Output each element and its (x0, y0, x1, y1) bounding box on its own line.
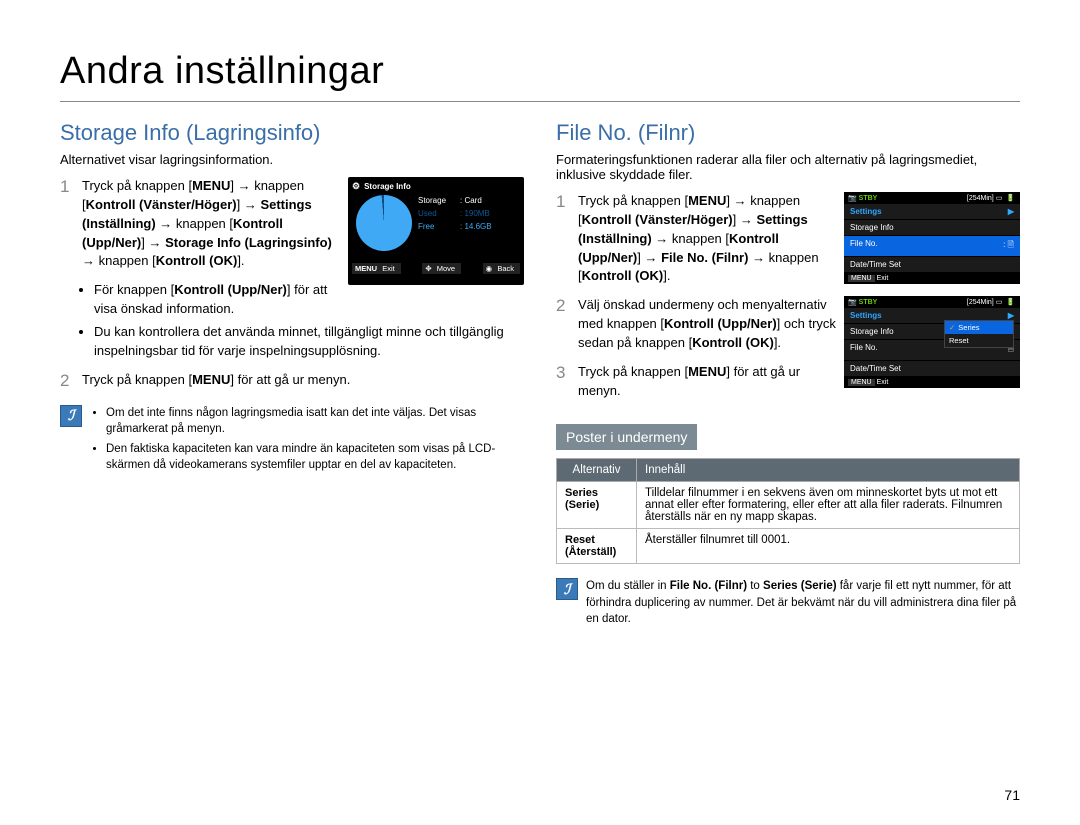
note-icon-2: ℐ (556, 578, 578, 600)
r-step-num-3: 3 (556, 363, 578, 401)
storage-intro: Alternativet visar lagringsinformation. (60, 152, 524, 167)
col-innehall: Innehåll (637, 459, 1020, 482)
exit-text: Exit (877, 275, 889, 282)
step-num-1: 1 (60, 177, 82, 271)
left-note: ℐ Om det inte finns någon lagringsmedia … (60, 405, 524, 477)
r-step-num-2: 2 (556, 296, 578, 353)
used-value: : 190MB (460, 209, 490, 218)
storage-label: Storage (418, 195, 460, 208)
file-no-heading: File No. (Filnr) (556, 120, 1020, 146)
file-no-item-2: File No. (850, 343, 878, 357)
menu-tag-2: MENU (848, 379, 875, 386)
storage-screen: Storage Info Storage: Card Used: 190MB F… (348, 177, 524, 285)
file-no-screen-1: 📷 STBY [254Min] ▭ 🔋 Settings▶ Storage In… (844, 192, 1020, 284)
content-columns: Storage Info (Lagringsinfo) Alternativet… (60, 120, 1020, 627)
r-step-2-body: Välj önskad undermeny och menyalternativ… (578, 296, 836, 353)
r-step-1: 1 Tryck på knappen [MENU] → knappen [Kon… (556, 192, 836, 286)
datetime-item: Date/Time Set (850, 260, 901, 269)
datetime-item-2: Date/Time Set (850, 364, 901, 373)
stby-label-2: STBY (859, 299, 878, 306)
step-2: 2 Tryck på knappen [MENU] för att gå ur … (60, 371, 524, 391)
note-list: Om det inte finns någon lagringsmedia is… (90, 405, 524, 477)
move-label: Move (434, 263, 458, 274)
storage-value: : Card (460, 196, 482, 205)
exit-label: Exit (379, 263, 398, 274)
used-label: Used (418, 208, 460, 221)
menu-tag: MENU (848, 275, 875, 282)
settings-item: Settings (850, 207, 882, 216)
r-step-2: 2 Välj önskad undermeny och menyalternat… (556, 296, 836, 353)
free-value: : 14.6GB (460, 222, 492, 231)
left-note-2: Den faktiska kapaciteten kan vara mindre… (106, 441, 524, 473)
page-title: Andra inställningar (60, 50, 1020, 102)
note-icon: ℐ (60, 405, 82, 427)
r-step-1-body: Tryck på knappen [MENU] → knappen [Kontr… (578, 192, 836, 286)
time-label: [254Min] (967, 195, 994, 202)
screen-title: Storage Info (364, 182, 411, 191)
row-reset-desc: Återställer filnumret till 0001. (637, 529, 1020, 564)
dropdown: Series Reset (944, 320, 1014, 348)
col-alternativ: Alternativ (557, 459, 637, 482)
right-note: ℐ Om du ställer in File No. (Filnr) to S… (556, 578, 1020, 626)
row-reset-alt: Reset (Återställ) (557, 529, 637, 564)
step-2-body: Tryck på knappen [MENU] för att gå ur me… (82, 371, 524, 391)
stby-label: STBY (859, 195, 878, 202)
storage-info-item-2: Storage Info (850, 327, 894, 336)
exit-text-2: Exit (877, 379, 889, 386)
file-no-intro: Formateringsfunktionen raderar alla file… (556, 152, 1020, 182)
row-series-desc: Tilldelar filnummer i en sekvens även om… (637, 482, 1020, 529)
settings-item-2: Settings (850, 311, 882, 320)
pie-chart-icon (356, 195, 412, 251)
screen-footer: MENU Exit ✥ Move ◉ Back (352, 263, 520, 274)
options-table: Alternativ Innehåll Series (Serie) Tilld… (556, 458, 1020, 564)
free-label: Free (418, 221, 460, 234)
step-1: 1 Tryck på knappen [MENU] → knappen [Kon… (60, 177, 340, 271)
step-1-bullets: För knappen [Kontroll (Upp/Ner)] för att… (94, 281, 524, 360)
bullet-1: För knappen [Kontroll (Upp/Ner)] för att… (94, 281, 524, 319)
row-series-alt: Series (Serie) (557, 482, 637, 529)
file-no-item: File No. (850, 239, 878, 253)
step-1-body: Tryck på knappen [MENU] → knappen [Kontr… (82, 177, 340, 271)
file-no-screen-2: 📷 STBY [254Min] ▭ 🔋 Settings▶ Storage In… (844, 296, 1020, 388)
dd-series: Series (958, 323, 979, 332)
right-note-text: Om du ställer in File No. (Filnr) to Ser… (586, 578, 1020, 626)
left-note-1: Om det inte finns någon lagringsmedia is… (106, 405, 524, 437)
storage-info-item: Storage Info (850, 223, 894, 232)
dd-reset: Reset (949, 336, 969, 345)
storage-values: Storage: Card Used: 190MB Free: 14.6GB (418, 195, 492, 259)
back-label: Back (494, 263, 517, 274)
storage-info-heading: Storage Info (Lagringsinfo) (60, 120, 524, 146)
step-num-2: 2 (60, 371, 82, 391)
right-column: File No. (Filnr) Formateringsfunktionen … (556, 120, 1020, 627)
r-step-3: 3 Tryck på knappen [MENU] för att gå ur … (556, 363, 836, 401)
bullet-2: Du kan kontrollera det använda minnet, t… (94, 323, 524, 361)
time-label-2: [254Min] (967, 299, 994, 306)
page-number: 71 (1004, 787, 1020, 803)
r-step-3-body: Tryck på knappen [MENU] för att gå ur me… (578, 363, 836, 401)
r-step-num-1: 1 (556, 192, 578, 286)
left-column: Storage Info (Lagringsinfo) Alternativet… (60, 120, 524, 627)
submenu-banner: Poster i undermeny (556, 424, 697, 450)
